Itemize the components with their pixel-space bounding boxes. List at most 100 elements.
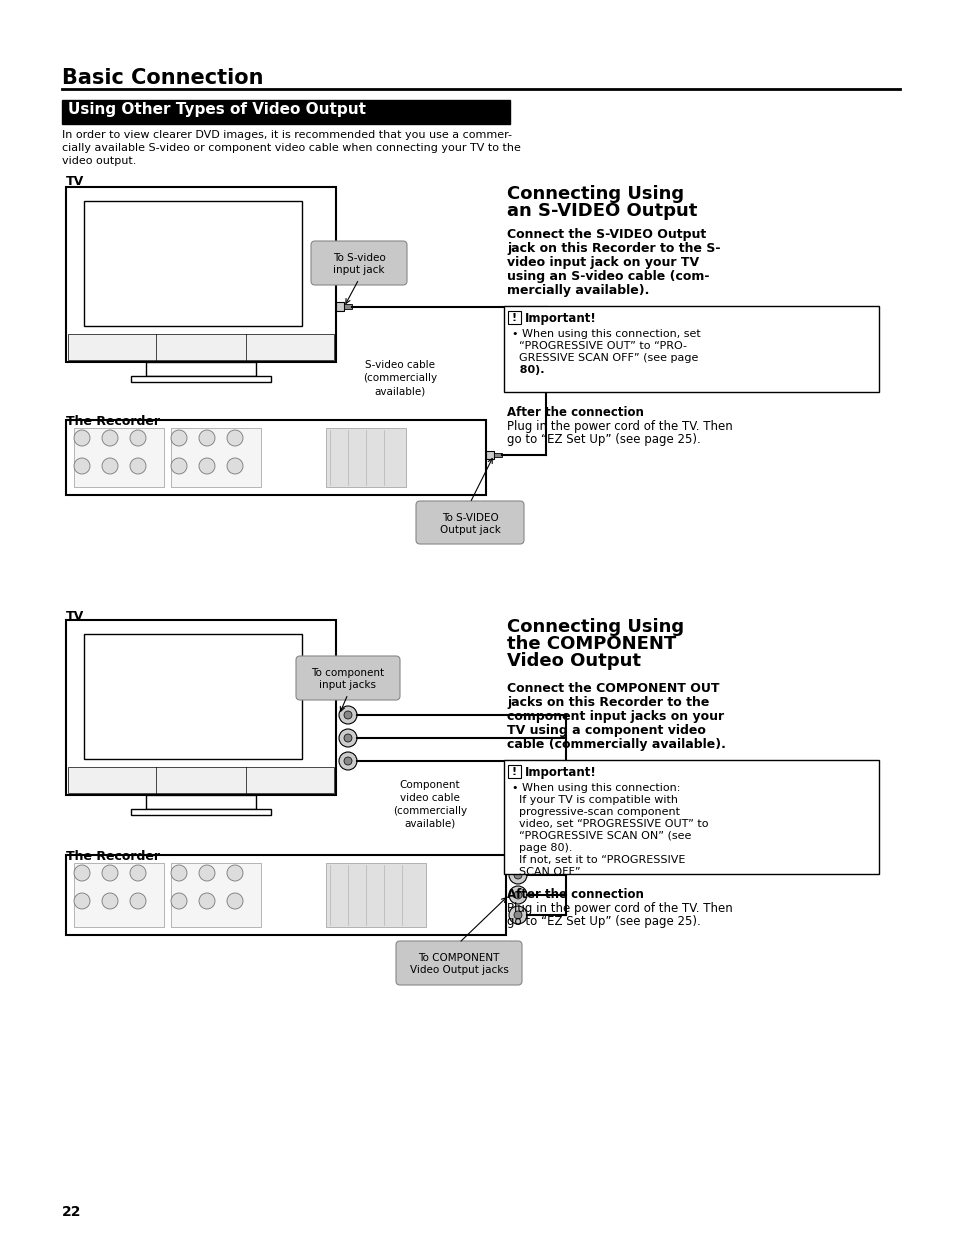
Circle shape (74, 864, 90, 881)
Circle shape (171, 893, 187, 909)
Text: Connect the COMPONENT OUT: Connect the COMPONENT OUT (506, 682, 719, 695)
Text: If not, set it to “PROGRESSIVE: If not, set it to “PROGRESSIVE (512, 855, 684, 864)
Text: Connect the S-VIDEO Output: Connect the S-VIDEO Output (506, 228, 705, 241)
Bar (66, 855, 505, 935)
Text: go to “EZ Set Up” (see page 25).: go to “EZ Set Up” (see page 25). (506, 915, 700, 927)
Bar (503, 760, 878, 874)
Bar (494, 453, 501, 457)
Text: TV using a component video: TV using a component video (506, 724, 705, 737)
Circle shape (74, 893, 90, 909)
Text: To S-VIDEO: To S-VIDEO (441, 513, 497, 522)
Text: page 80).: page 80). (512, 844, 572, 853)
Circle shape (74, 458, 90, 474)
Text: • When using this connection, set: • When using this connection, set (512, 329, 700, 338)
Text: video input jack on your TV: video input jack on your TV (506, 256, 699, 269)
Circle shape (130, 864, 146, 881)
Text: The Recorder: The Recorder (66, 415, 160, 429)
Bar (171, 429, 261, 487)
Text: SCAN OFF”.: SCAN OFF”. (512, 867, 583, 877)
Circle shape (130, 458, 146, 474)
Text: Connecting Using: Connecting Using (506, 185, 683, 203)
Text: TV: TV (66, 175, 84, 188)
Circle shape (171, 864, 187, 881)
Bar (66, 420, 485, 495)
Circle shape (199, 864, 214, 881)
Text: component input jacks on your: component input jacks on your (506, 710, 723, 722)
Text: go to “EZ Set Up” (see page 25).: go to “EZ Set Up” (see page 25). (506, 433, 700, 446)
Text: 22: 22 (62, 1205, 81, 1219)
Text: Important!: Important! (524, 312, 597, 325)
Text: !: ! (511, 767, 516, 777)
Bar (344, 304, 352, 309)
Bar (171, 863, 261, 927)
Circle shape (338, 729, 356, 747)
Circle shape (102, 430, 118, 446)
FancyBboxPatch shape (416, 501, 523, 543)
Text: To component: To component (311, 668, 384, 678)
Circle shape (344, 757, 352, 764)
Text: The Recorder: The Recorder (66, 850, 160, 863)
Text: Plug in the power cord of the TV. Then: Plug in the power cord of the TV. Then (506, 902, 732, 915)
FancyBboxPatch shape (295, 656, 399, 700)
Circle shape (171, 458, 187, 474)
Circle shape (102, 458, 118, 474)
Bar (507, 311, 520, 324)
Bar (74, 863, 164, 927)
Text: S-video cable: S-video cable (365, 359, 435, 370)
Text: To COMPONENT: To COMPONENT (417, 953, 499, 963)
Bar (326, 429, 406, 487)
Text: In order to view clearer DVD images, it is recommended that you use a commer-: In order to view clearer DVD images, it … (62, 130, 512, 140)
Text: TV: TV (66, 610, 84, 622)
Text: After the connection: After the connection (506, 888, 643, 902)
Circle shape (102, 893, 118, 909)
Bar (326, 863, 426, 927)
Bar (503, 306, 878, 391)
Text: Important!: Important! (524, 766, 597, 779)
Bar (68, 767, 334, 793)
Text: Basic Connection: Basic Connection (62, 68, 263, 88)
Text: (commercially: (commercially (393, 806, 467, 816)
Circle shape (227, 430, 243, 446)
Text: Connecting Using: Connecting Using (506, 618, 683, 636)
Bar (335, 303, 344, 311)
Text: Using Other Types of Video Output: Using Other Types of Video Output (68, 103, 366, 117)
Text: mercially available).: mercially available). (506, 284, 649, 296)
Circle shape (171, 430, 187, 446)
Bar (131, 809, 271, 815)
Text: GRESSIVE SCAN OFF” (see page: GRESSIVE SCAN OFF” (see page (512, 353, 698, 363)
Bar (66, 620, 335, 795)
Text: “PROGRESSIVE OUT” to “PRO-: “PROGRESSIVE OUT” to “PRO- (512, 341, 686, 351)
Bar (74, 429, 164, 487)
Text: available): available) (374, 387, 425, 396)
Circle shape (514, 911, 521, 919)
Text: (commercially: (commercially (362, 373, 436, 383)
Text: video cable: video cable (399, 793, 459, 803)
Text: Component: Component (399, 781, 460, 790)
Bar (507, 764, 520, 778)
Text: “PROGRESSIVE SCAN ON” (see: “PROGRESSIVE SCAN ON” (see (512, 831, 691, 841)
Text: the COMPONENT: the COMPONENT (506, 635, 676, 653)
Circle shape (227, 893, 243, 909)
Circle shape (509, 885, 526, 904)
Text: Video Output: Video Output (506, 652, 640, 671)
Text: using an S-video cable (com-: using an S-video cable (com- (506, 270, 709, 283)
Bar (131, 375, 271, 382)
FancyBboxPatch shape (395, 941, 521, 986)
Circle shape (344, 711, 352, 719)
Text: 80).: 80). (512, 366, 544, 375)
Text: progressive-scan component: progressive-scan component (512, 806, 679, 818)
Circle shape (509, 866, 526, 884)
Circle shape (514, 890, 521, 899)
Circle shape (130, 430, 146, 446)
FancyBboxPatch shape (311, 241, 407, 285)
Text: video, set “PROGRESSIVE OUT” to: video, set “PROGRESSIVE OUT” to (512, 819, 708, 829)
Text: • When using this connection:: • When using this connection: (512, 783, 679, 793)
Circle shape (74, 430, 90, 446)
Text: jacks on this Recorder to the: jacks on this Recorder to the (506, 697, 709, 709)
Text: input jack: input jack (333, 266, 384, 275)
Text: After the connection: After the connection (506, 406, 643, 419)
Bar (84, 201, 302, 326)
Bar (62, 100, 510, 124)
Text: available): available) (404, 819, 456, 829)
Circle shape (199, 893, 214, 909)
